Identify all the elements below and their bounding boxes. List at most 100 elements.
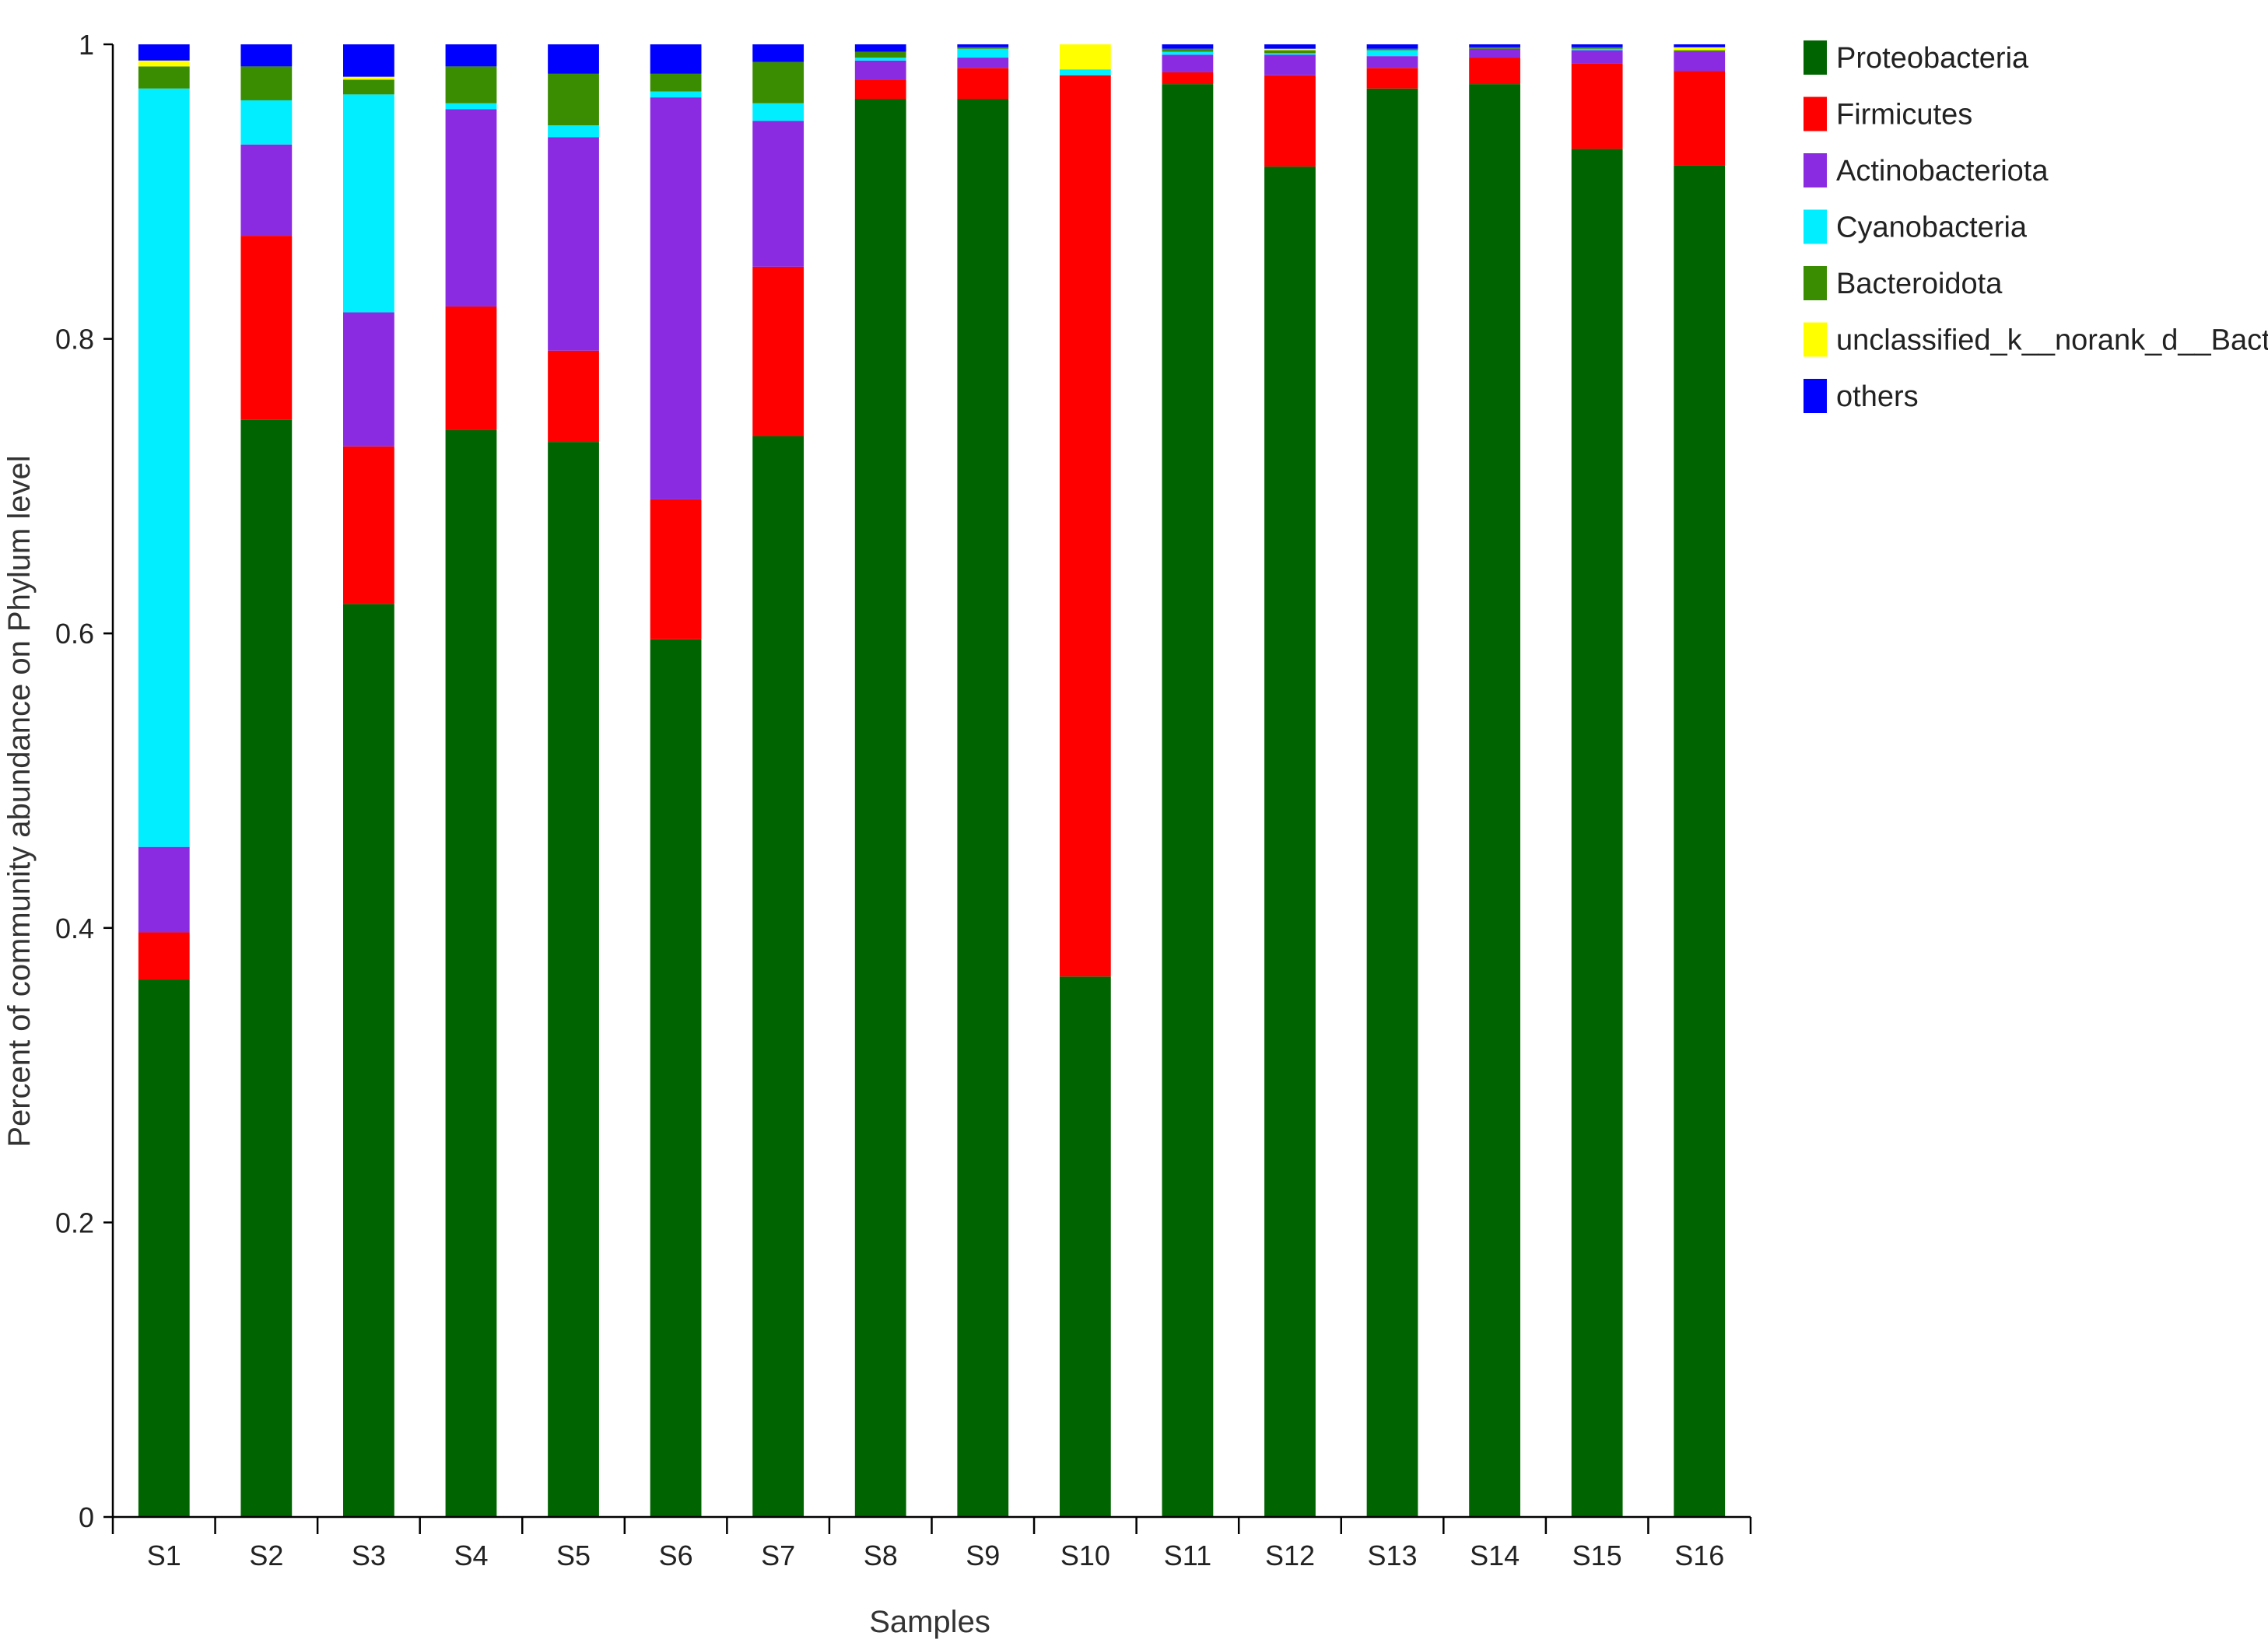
bar-segment-S12-others: [1264, 44, 1316, 49]
x-tick-label: S15: [1572, 1540, 1622, 1571]
bar-segment-S10-firmicutes: [1059, 75, 1111, 977]
bar-segment-S6-bacteroidota: [650, 73, 702, 92]
y-tick-label: 0.6: [55, 618, 94, 650]
bar-segment-S1-others: [138, 44, 190, 61]
x-tick-label: S4: [454, 1540, 488, 1571]
bar-segment-S1-unclassified-k-norank-d-bacteria: [138, 60, 190, 67]
x-tick-label: S9: [966, 1540, 1000, 1571]
bar-segment-S16-actinobacteriota: [1674, 51, 1726, 72]
x-tick-label: S5: [556, 1540, 591, 1571]
bar-segment-S9-others: [957, 44, 1009, 47]
bar-segment-S4-proteobacteria: [445, 429, 497, 1517]
bar-segment-S3-actinobacteriota: [343, 312, 394, 447]
bar-segment-S4-bacteroidota: [445, 66, 497, 103]
bar-segment-S11-firmicutes: [1162, 72, 1214, 85]
bar-segment-S12-bacteroidota: [1264, 50, 1316, 54]
bar-segment-S15-others: [1571, 44, 1623, 47]
bar-segment-S8-actinobacteriota: [854, 60, 906, 80]
bar-segment-S16-proteobacteria: [1674, 165, 1726, 1518]
x-axis-title: Samples: [869, 1605, 990, 1639]
legend-swatch: [1804, 379, 1827, 413]
bar-segment-S3-proteobacteria: [343, 604, 394, 1517]
bar-segment-S13-firmicutes: [1366, 68, 1418, 89]
bar-segment-S10-proteobacteria: [1059, 976, 1111, 1517]
bar-segment-S5-proteobacteria: [548, 442, 599, 1517]
bar-segment-S7-proteobacteria: [752, 436, 804, 1517]
bar-segment-S5-cyanobacteria: [548, 125, 599, 138]
bar-segment-S5-bacteroidota: [548, 73, 599, 126]
bar-segment-S4-actinobacteriota: [445, 109, 497, 307]
x-tick-label: S8: [864, 1540, 898, 1571]
bar-segment-S13-proteobacteria: [1366, 88, 1418, 1517]
legend-swatch: [1804, 153, 1827, 187]
bar-segment-S15-bacteroidota: [1571, 47, 1623, 49]
x-tick-label: S13: [1368, 1540, 1418, 1571]
legend-label: Actinobacteriota: [1836, 155, 2049, 187]
bar-segment-S4-others: [445, 44, 497, 67]
bar-segment-S16-bacteroidota: [1674, 50, 1726, 52]
bar-segment-S3-firmicutes: [343, 446, 394, 604]
bar-segment-S2-actinobacteriota: [240, 144, 293, 236]
x-tick-label: S6: [659, 1540, 693, 1571]
bar-segment-S9-actinobacteriota: [957, 58, 1009, 68]
y-tick-label: 0: [79, 1501, 94, 1533]
bar-segment-S2-others: [240, 44, 293, 67]
bar-segment-S7-firmicutes: [752, 266, 804, 436]
bar-segment-S3-cyanobacteria: [343, 94, 394, 313]
bar-segment-S14-actinobacteriota: [1469, 48, 1520, 58]
bar-segment-S1-proteobacteria: [138, 979, 190, 1517]
bar-segment-S1-bacteroidota: [138, 66, 190, 89]
bar-segment-S9-cyanobacteria: [957, 48, 1009, 58]
bar-segment-S6-others: [650, 44, 702, 74]
bar-segment-S3-others: [343, 44, 394, 77]
bar-segment-S16-others: [1674, 44, 1726, 47]
bar-segment-S7-others: [752, 44, 804, 62]
bar-segment-S14-proteobacteria: [1469, 84, 1520, 1518]
y-tick-label: 0.8: [55, 324, 94, 356]
bar-segment-S6-firmicutes: [650, 499, 702, 639]
bar-segment-S8-proteobacteria: [854, 99, 906, 1517]
legend-swatch: [1804, 322, 1827, 357]
bar-segment-S11-proteobacteria: [1162, 84, 1214, 1518]
legend-swatch: [1804, 40, 1827, 75]
bar-segment-S6-actinobacteriota: [650, 97, 702, 499]
bar-segment-S6-cyanobacteria: [650, 91, 702, 98]
bar-segment-S1-cyanobacteria: [138, 88, 190, 847]
bar-segment-S11-actinobacteriota: [1162, 54, 1214, 72]
bar-segment-S13-cyanobacteria: [1366, 50, 1418, 57]
bar-segment-S8-cyanobacteria: [854, 58, 906, 61]
bar-segment-S9-proteobacteria: [957, 99, 1009, 1517]
bar-segment-S2-firmicutes: [240, 236, 293, 420]
y-tick-label: 0.2: [55, 1207, 94, 1238]
y-axis-title: Percent of community abundance on Phylum…: [2, 455, 37, 1147]
bar-segment-S7-actinobacteriota: [752, 121, 804, 267]
bar-segment-S12-actinobacteriota: [1264, 54, 1316, 75]
bar-segment-S14-bacteroidota: [1469, 47, 1520, 49]
bar-segment-S3-bacteroidota: [343, 79, 394, 95]
bar-segment-S8-bacteroidota: [854, 51, 906, 58]
bar-segment-S2-bacteroidota: [240, 66, 293, 100]
bar-segment-S13-actinobacteriota: [1366, 56, 1418, 68]
bar-segment-S8-others: [854, 44, 906, 52]
legend-label: Bacteroidota: [1836, 268, 2003, 300]
legend-label: unclassified_k__norank_d__Bacteria: [1836, 324, 2268, 357]
bar-segment-S8-firmicutes: [854, 79, 906, 100]
bar-segment-S11-others: [1162, 44, 1214, 49]
legend-label: Cyanobacteria: [1836, 212, 2028, 244]
legend-label: Firmicutes: [1836, 99, 1972, 131]
bar-segment-S6-proteobacteria: [650, 639, 702, 1517]
x-tick-label: S14: [1470, 1540, 1520, 1571]
bars-layer: [138, 44, 1726, 1518]
bar-segment-S7-bacteroidota: [752, 61, 804, 103]
y-tick-label: 0.4: [55, 913, 94, 944]
bar-segment-S15-proteobacteria: [1571, 149, 1623, 1517]
bar-segment-S12-firmicutes: [1264, 75, 1316, 167]
x-tick-label: S11: [1164, 1540, 1211, 1571]
bar-segment-S7-cyanobacteria: [752, 103, 804, 121]
y-tick-label: 1: [79, 29, 94, 61]
x-tick-label: S7: [761, 1540, 795, 1571]
legend-swatch: [1804, 96, 1827, 131]
legend-swatch: [1804, 209, 1827, 244]
bar-segment-S5-others: [548, 44, 599, 74]
